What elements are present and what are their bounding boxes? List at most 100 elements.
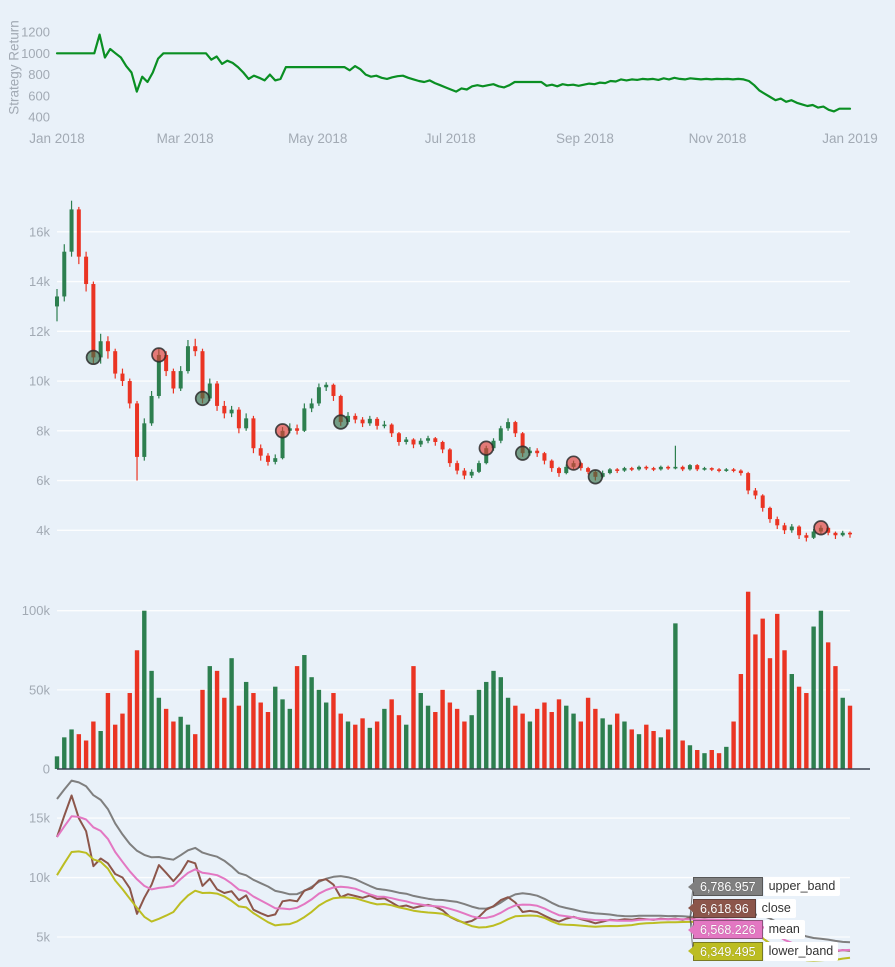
candle-body — [826, 527, 831, 533]
candle-body — [156, 354, 161, 396]
trade-markers[interactable] — [85, 347, 829, 536]
y-tick-label: 5k — [36, 930, 50, 945]
volume-bar — [309, 677, 314, 769]
volume-bar — [534, 708, 540, 769]
volume-bar — [149, 670, 154, 769]
strategy-return-line[interactable] — [55, 33, 852, 113]
bollinger-bands-chart[interactable] — [56, 779, 851, 962]
candle-body — [753, 490, 758, 496]
close-line[interactable] — [56, 794, 851, 954]
candle-body — [375, 418, 380, 426]
sell-signal-marker[interactable] — [813, 520, 829, 536]
candle-body — [644, 466, 649, 469]
volume-bar — [323, 702, 329, 769]
y-tick-label: 400 — [28, 110, 50, 125]
volume-bar — [404, 724, 409, 769]
x-tick-label: Jan 2019 — [822, 131, 878, 146]
volume-chart[interactable] — [54, 591, 853, 769]
volume-bar — [156, 697, 162, 769]
volume-bar — [54, 756, 60, 769]
volume-bar — [614, 713, 620, 769]
candle-body — [775, 519, 780, 526]
volume-bar — [433, 712, 438, 769]
candle-body — [164, 354, 169, 372]
volume-bar — [338, 713, 343, 769]
candle-body — [91, 284, 96, 358]
lower_band-line[interactable] — [56, 850, 851, 962]
candle-body — [258, 448, 263, 456]
y-tick-label: 8k — [36, 423, 50, 438]
volume-bar — [789, 674, 794, 769]
candle-body — [367, 418, 372, 424]
buy-signal-marker[interactable] — [85, 349, 102, 366]
candle-body — [724, 469, 729, 471]
strategy-return-axis-title: Strategy Return — [6, 20, 22, 115]
sell-signal-marker[interactable] — [274, 423, 291, 439]
buy-signal-marker[interactable] — [333, 414, 349, 430]
volume-bar — [105, 693, 111, 769]
volume-bar — [353, 724, 358, 769]
sell-signal-marker[interactable] — [151, 347, 167, 363]
volume-bar — [687, 745, 693, 769]
x-tick-label: May 2018 — [288, 131, 347, 146]
volume-bar — [374, 721, 380, 769]
candle-body — [251, 418, 256, 449]
volume-bar — [178, 716, 183, 769]
volume-bar — [76, 734, 82, 769]
volume-bar — [607, 724, 613, 769]
volume-bar — [229, 658, 234, 769]
volume-bar — [280, 699, 285, 769]
candle-body — [455, 463, 460, 471]
volume-bar — [702, 753, 707, 769]
y-tick-label: 16k — [29, 224, 50, 239]
volume-bar — [549, 712, 554, 769]
volume-bar — [775, 613, 780, 769]
volume-bar — [716, 753, 722, 769]
y-tick-label: 0 — [43, 762, 50, 777]
sell-signal-marker[interactable] — [478, 440, 494, 456]
volume-bar — [527, 721, 533, 769]
volume-bar — [505, 697, 511, 769]
buy-signal-marker[interactable] — [514, 445, 531, 461]
candle-body — [789, 526, 794, 531]
y-tick-label: 10k — [29, 870, 50, 885]
candle-body — [149, 395, 154, 424]
y-tick-label: 1200 — [21, 24, 50, 39]
volume-bar — [840, 697, 845, 769]
buy-signal-marker[interactable] — [194, 390, 211, 407]
strategy-return-chart[interactable] — [55, 33, 852, 113]
sell-signal-marker[interactable] — [565, 455, 582, 471]
x-tick-label: Jan 2018 — [29, 131, 85, 146]
candle-body — [418, 440, 423, 445]
volume-bar — [498, 677, 503, 769]
volume-bar — [833, 666, 838, 769]
volume-bar — [185, 724, 191, 769]
volume-bar — [345, 721, 351, 769]
volume-bar — [825, 642, 831, 769]
volume-bar — [425, 705, 431, 769]
volume-bar — [69, 729, 74, 769]
mean-line[interactable] — [56, 815, 851, 952]
candle-body — [309, 403, 314, 409]
candle-body — [542, 453, 547, 461]
candle-body — [797, 526, 802, 536]
volume-bar — [171, 721, 176, 769]
candle-body — [389, 424, 394, 434]
volume-bar — [222, 697, 227, 769]
volume-bar — [200, 689, 205, 769]
candle-body — [338, 395, 343, 423]
volume-bar — [243, 681, 249, 769]
candle-body — [535, 450, 540, 454]
buy-signal-marker[interactable] — [587, 469, 604, 485]
volume-bar — [745, 591, 751, 769]
price-candlestick-chart[interactable] — [55, 200, 852, 542]
candle-body — [295, 428, 300, 431]
candle-body — [324, 384, 329, 388]
volume-bar — [680, 740, 685, 769]
candle-body — [185, 346, 190, 372]
volume-bar — [265, 712, 271, 769]
candle-body — [629, 468, 634, 470]
candle-body — [637, 466, 642, 470]
